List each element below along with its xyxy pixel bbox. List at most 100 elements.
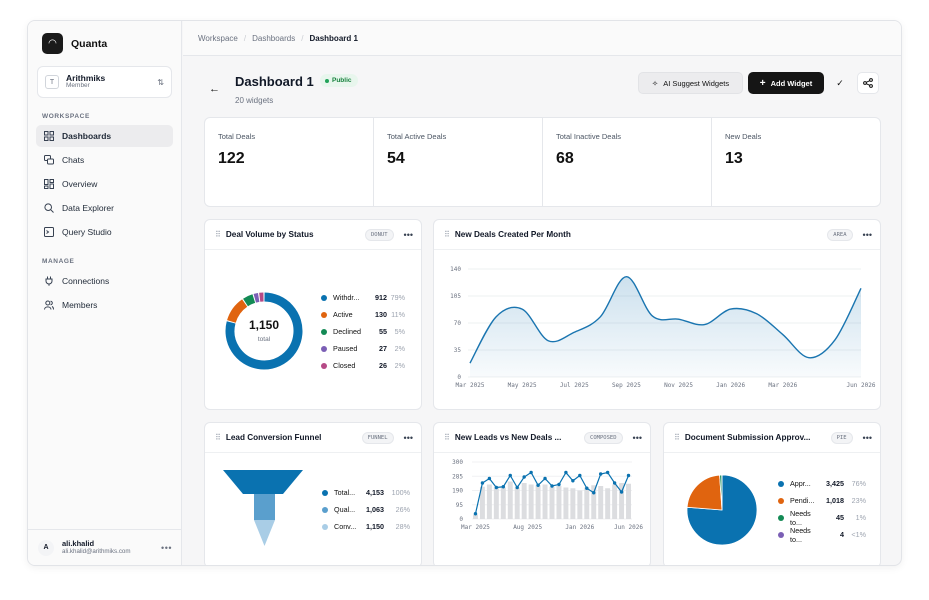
legend-value: 4,153: [366, 488, 384, 497]
kpi-value: 68: [556, 150, 574, 167]
kpi-total-inactive-deals[interactable]: Total Inactive Deals 68: [543, 118, 712, 206]
legend-swatch: [778, 480, 784, 487]
more-icon[interactable]: •••: [403, 229, 413, 240]
legend-value: 4: [840, 530, 844, 539]
legend-percent: <1%: [851, 530, 866, 539]
sidebar-item-data-explorer[interactable]: Data Explorer: [36, 197, 173, 219]
legend-item[interactable]: Qual... 1,063 26%: [322, 501, 410, 518]
drag-handle-icon[interactable]: ⠿: [215, 230, 221, 239]
more-icon[interactable]: •••: [862, 229, 872, 240]
widget-document-approval[interactable]: ⠿ Document Submission Approv... PIE ••• …: [663, 422, 881, 565]
legend-item[interactable]: Needs to... 4 <1%: [778, 526, 866, 544]
breadcrumb-separator: /: [301, 33, 304, 43]
bar: [549, 486, 555, 519]
bar: [584, 487, 590, 519]
sidebar-item-members[interactable]: Members: [36, 294, 173, 316]
more-icon[interactable]: •••: [862, 432, 872, 443]
breadcrumb-workspace[interactable]: Workspace: [198, 33, 238, 43]
check-icon[interactable]: ✓: [836, 77, 844, 88]
drag-handle-icon[interactable]: ⠿: [444, 433, 450, 442]
legend-item[interactable]: Conv... 1,150 28%: [322, 518, 410, 535]
legend-item[interactable]: Paused 27 2%: [321, 340, 405, 357]
series-point: [578, 473, 582, 478]
page-title: Dashboard 1: [235, 74, 314, 89]
widget-funnel[interactable]: ⠿ Lead Conversion Funnel FUNNEL ••• Tota…: [204, 422, 422, 565]
manage-section-title: MANAGE: [42, 258, 75, 265]
legend-percent: 76%: [851, 479, 866, 488]
more-icon[interactable]: •••: [403, 432, 413, 443]
sidebar-item-chats[interactable]: Chats: [36, 149, 173, 171]
ai-suggest-button[interactable]: ✧ AI Suggest Widgets: [638, 72, 743, 94]
drag-handle-icon[interactable]: ⠿: [674, 433, 680, 442]
sidebar-item-connections[interactable]: Connections: [36, 270, 173, 292]
brand[interactable]: ◠ Quanta: [42, 33, 107, 54]
legend-item[interactable]: Closed 26 2%: [321, 357, 405, 374]
funnel-legend: Total... 4,153 100% Qual... 1,063 26% Conv... 1…: [322, 484, 410, 535]
legend-swatch: [322, 506, 328, 513]
legend-item[interactable]: Withdr... 912 79%: [321, 289, 405, 306]
legend-label: Pendi...: [790, 496, 815, 505]
legend-item[interactable]: Appr... 3,425 76%: [778, 475, 866, 492]
breadcrumb-dashboards[interactable]: Dashboards: [252, 33, 296, 43]
kpi-label: Total Inactive Deals: [556, 132, 622, 141]
sidebar-item-query-studio[interactable]: Query Studio: [36, 221, 173, 243]
breadcrumb: Workspace / Dashboards / Dashboard 1: [183, 21, 901, 56]
legend-item[interactable]: Total... 4,153 100%: [322, 484, 410, 501]
kpi-total-deals[interactable]: Total Deals 122: [205, 118, 374, 206]
back-arrow-icon[interactable]: ←: [209, 83, 220, 95]
app-window: ◠ Quanta T Arithmiks Member ⇅ WORKSPACE …: [27, 20, 902, 566]
more-icon[interactable]: •••: [632, 432, 642, 443]
breadcrumb-separator: /: [243, 33, 247, 43]
terminal-icon: [44, 227, 54, 237]
series-point: [480, 481, 485, 485]
sidebar-item-label: Query Studio: [62, 227, 112, 237]
share-icon: [863, 78, 873, 88]
x-tick-label: Nov 2025: [664, 382, 693, 389]
kpi-label: Total Deals: [218, 132, 256, 141]
legend-percent: 11%: [391, 310, 405, 319]
more-icon[interactable]: •••: [161, 542, 172, 553]
sidebar-item-dashboards[interactable]: Dashboards: [36, 125, 173, 147]
kpi-total-active-deals[interactable]: Total Active Deals 54: [374, 118, 543, 206]
x-tick-label: Sep 2025: [612, 382, 641, 389]
bar: [514, 487, 520, 519]
bar: [556, 486, 562, 519]
x-tick-label: Mar 2026: [768, 382, 797, 389]
sidebar-item-label: Dashboards: [62, 131, 112, 141]
funnel-stage-total: [223, 470, 303, 494]
status-badge: Public: [320, 74, 358, 87]
drag-handle-icon[interactable]: ⠿: [215, 433, 221, 442]
drag-handle-icon[interactable]: ⠿: [444, 230, 450, 239]
legend-label: Needs to...: [790, 508, 811, 527]
donut-center-label: total: [258, 336, 271, 343]
donut-legend: Withdr... 912 79% Active 130 11% Declined 55 5% P…: [321, 289, 405, 374]
plus-icon: +: [759, 77, 766, 89]
legend-item[interactable]: Declined 55 5%: [321, 323, 405, 340]
org-role: Member: [66, 82, 90, 90]
legend-percent: 23%: [851, 496, 866, 505]
area-line: [469, 276, 862, 364]
sidebar-item-overview[interactable]: Overview: [36, 173, 173, 195]
legend-swatch: [322, 489, 328, 496]
dashboard-header: ← Dashboard 1 Public 20 widgets ✧ AI Sug…: [183, 56, 901, 118]
widget-leads-vs-deals[interactable]: ⠿ New Leads vs New Deals ... COMPOSED ••…: [433, 422, 651, 565]
kpi-new-deals[interactable]: New Deals 13: [712, 118, 880, 206]
donut-slice: [243, 294, 256, 307]
bar: [626, 483, 631, 519]
share-button[interactable]: [857, 72, 879, 94]
x-tick-label: Jul 2025: [560, 382, 589, 389]
legend-item[interactable]: Needs to... 45 1%: [778, 508, 866, 527]
user-profile[interactable]: A ali.khalid ali.khalid@arithmiks.com ••…: [28, 529, 182, 565]
legend-item[interactable]: Active 130 11%: [321, 306, 405, 323]
legend-swatch: [778, 497, 784, 504]
series-point: [598, 472, 603, 476]
add-widget-button[interactable]: + Add Widget: [748, 72, 824, 94]
legend-value: 1,018: [826, 496, 844, 505]
widget-deal-volume[interactable]: ⠿ Deal Volume by Status DONUT ••• 1,150 …: [204, 219, 422, 410]
legend-label: Closed: [333, 361, 356, 370]
org-switcher[interactable]: T Arithmiks Member ⇅: [37, 66, 172, 98]
sidebar-item-label: Members: [62, 300, 98, 310]
legend-value: 1,063: [366, 505, 384, 514]
widget-new-deals[interactable]: ⠿ New Deals Created Per Month AREA ••• 1…: [433, 219, 881, 410]
legend-item[interactable]: Pendi... 1,018 23%: [778, 492, 866, 509]
